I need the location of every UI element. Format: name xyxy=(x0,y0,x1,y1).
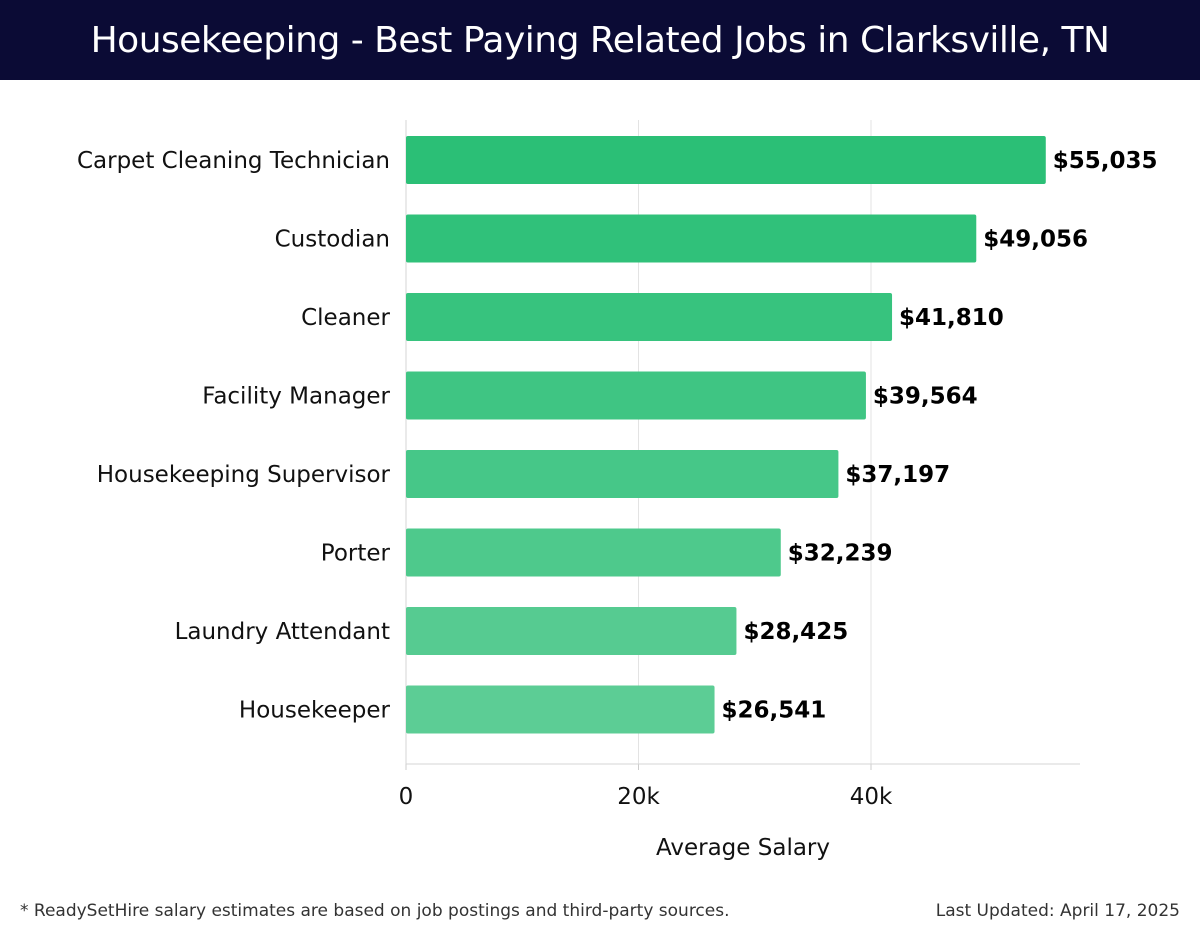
title-bar: Housekeeping - Best Paying Related Jobs … xyxy=(0,0,1200,80)
chart-title: Housekeeping - Best Paying Related Jobs … xyxy=(90,19,1110,61)
category-label: Carpet Cleaning Technician xyxy=(77,148,390,174)
value-label: $49,056 xyxy=(983,227,1088,253)
last-updated: Last Updated: April 17, 2025 xyxy=(935,901,1180,921)
value-label: $41,810 xyxy=(899,305,1004,331)
category-label: Cleaner xyxy=(301,305,390,331)
x-tick-label: 0 xyxy=(399,784,414,810)
bar xyxy=(406,371,866,420)
category-labels: Carpet Cleaning Technician Custodian Clean… xyxy=(77,148,391,724)
value-label: $39,564 xyxy=(873,384,978,410)
x-tick-label: 20k xyxy=(617,784,660,810)
category-label: Porter xyxy=(321,541,391,567)
value-label: $28,425 xyxy=(743,619,848,645)
bars xyxy=(406,136,1046,734)
value-label: $37,197 xyxy=(845,462,950,488)
category-label: Custodian xyxy=(275,227,390,253)
bar xyxy=(406,293,893,341)
value-labels: $55,035 $49,056 $41,810 $39,564 $37,197 $32,2… xyxy=(722,148,1158,724)
bar xyxy=(406,214,977,263)
value-label: $26,541 xyxy=(722,698,827,724)
x-tick-label: 40k xyxy=(850,784,893,810)
value-label: $55,035 xyxy=(1053,148,1158,174)
x-axis-title: Average Salary xyxy=(656,835,830,861)
category-label: Facility Manager xyxy=(202,384,390,410)
bar-chart: Carpet Cleaning Technician Custodian Clean… xyxy=(77,120,1158,861)
value-label: $32,239 xyxy=(788,541,893,567)
bar xyxy=(406,450,839,498)
bar xyxy=(406,528,781,577)
footer-note: * ReadySetHire salary estimates are base… xyxy=(20,901,730,921)
bar xyxy=(406,136,1046,184)
category-label: Housekeeping Supervisor xyxy=(97,462,391,488)
bar xyxy=(406,685,715,734)
category-label: Housekeeper xyxy=(239,698,391,724)
bar xyxy=(406,607,737,655)
category-label: Laundry Attendant xyxy=(175,619,390,645)
x-tick-labels: 0 20k 40k xyxy=(399,784,893,810)
